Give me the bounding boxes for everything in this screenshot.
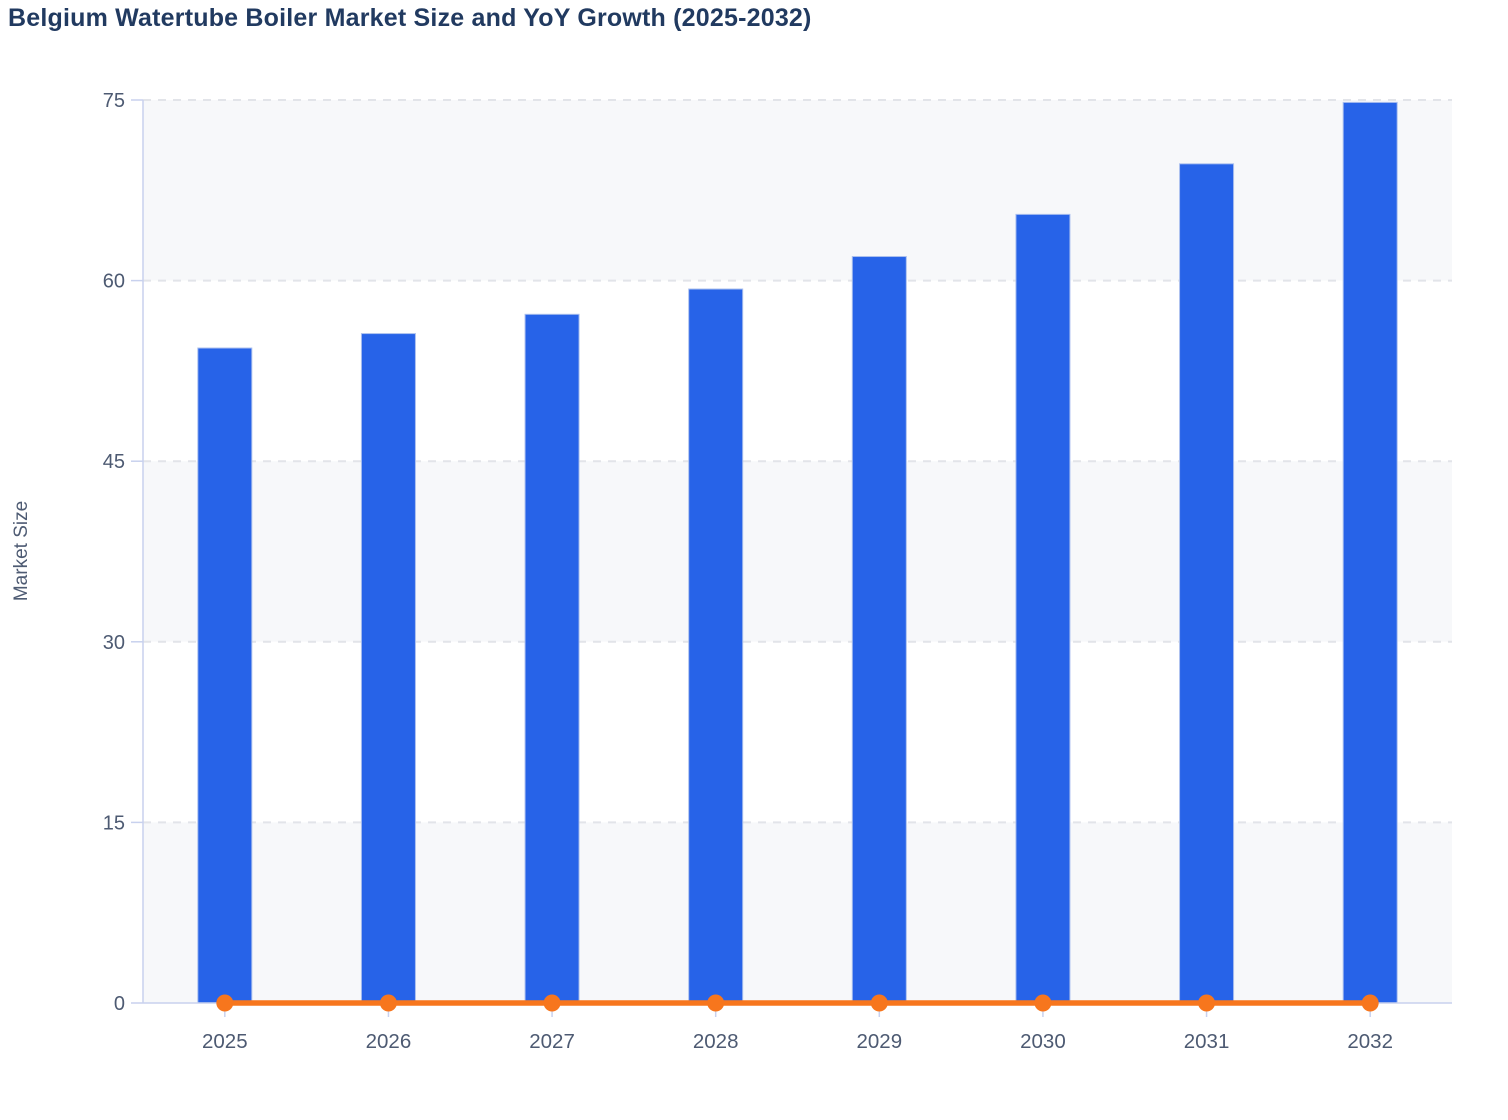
yoy-marker-2032[interactable]	[1361, 994, 1379, 1012]
bar-2027[interactable]	[524, 313, 580, 1004]
yoy-marker-2025[interactable]	[216, 994, 234, 1012]
yoy-marker-2027[interactable]	[543, 994, 561, 1012]
chart-title: Belgium Watertube Boiler Market Size and…	[8, 4, 812, 32]
y-tick-label-15: 15	[103, 812, 125, 834]
plot-band	[143, 822, 1452, 1003]
plot-band	[143, 100, 1452, 281]
x-tick-label-2032: 2032	[1347, 1030, 1393, 1053]
plot-band	[143, 641, 1452, 823]
yoy-marker-2028[interactable]	[707, 994, 725, 1012]
y-tick-label-75: 75	[103, 90, 125, 112]
y-tick-label-30: 30	[103, 632, 125, 654]
bar-2026[interactable]	[360, 333, 416, 1004]
bar-2025[interactable]	[197, 347, 253, 1004]
x-tick-label-2031: 2031	[1184, 1030, 1230, 1053]
x-tick-label-2025: 2025	[202, 1030, 248, 1053]
y-tick-label-45: 45	[103, 451, 125, 473]
yoy-marker-2029[interactable]	[870, 994, 888, 1012]
bar-2032[interactable]	[1342, 101, 1398, 1004]
x-tick-label-2029: 2029	[857, 1030, 903, 1053]
bar-2031[interactable]	[1179, 163, 1235, 1004]
plot-band	[143, 461, 1452, 642]
bar-2029[interactable]	[851, 256, 907, 1004]
plot-band	[143, 280, 1452, 462]
yoy-marker-2031[interactable]	[1198, 994, 1216, 1012]
y-tick-label-0: 0	[114, 993, 125, 1015]
bar-2028[interactable]	[688, 288, 744, 1004]
x-tick-label-2027: 2027	[529, 1030, 575, 1053]
x-tick-label-2026: 2026	[366, 1030, 412, 1053]
bar-2030[interactable]	[1015, 213, 1071, 1004]
x-tick-label-2030: 2030	[1020, 1030, 1066, 1053]
x-tick-label-2028: 2028	[693, 1030, 739, 1053]
y-tick-label-60: 60	[103, 271, 125, 293]
yoy-marker-2026[interactable]	[379, 994, 397, 1012]
yoy-marker-2030[interactable]	[1034, 994, 1052, 1012]
